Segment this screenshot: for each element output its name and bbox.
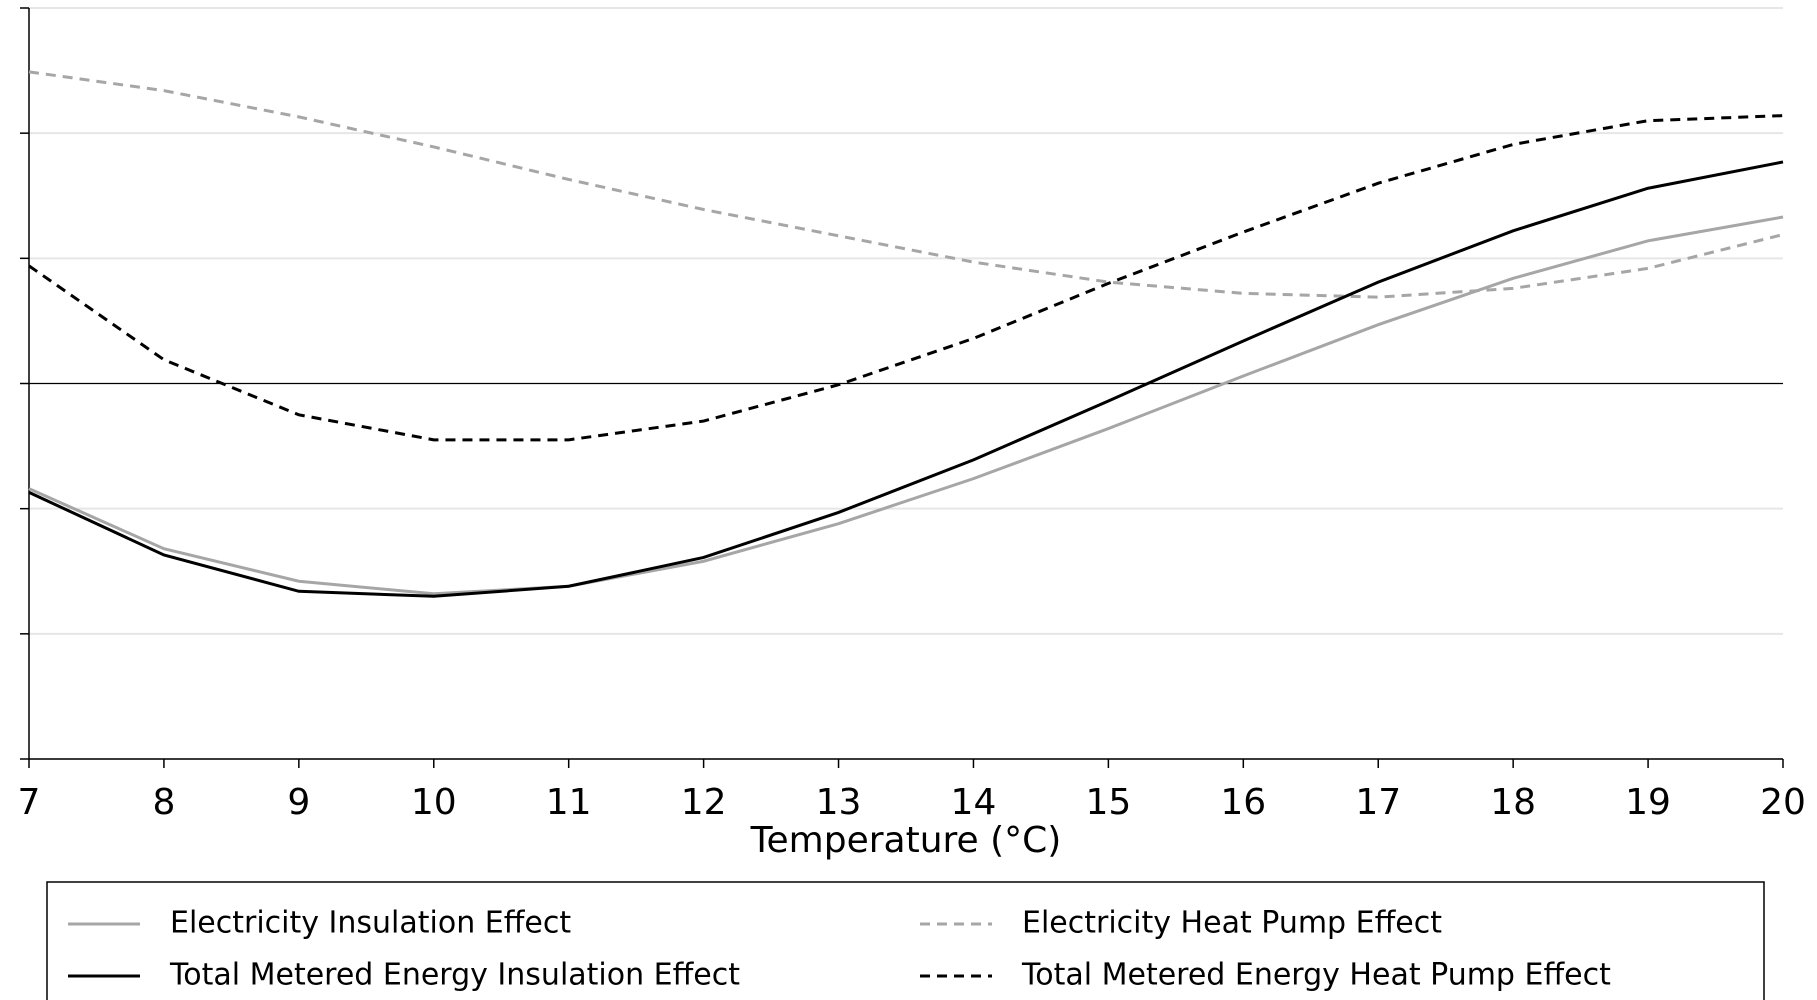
x-tick-label: 16 (1220, 782, 1266, 823)
x-axis-label: Temperature (°C) (750, 820, 1062, 861)
x-tick-label: 12 (681, 782, 727, 823)
x-tick-label: 18 (1490, 782, 1536, 823)
x-tick-label: 9 (287, 782, 310, 823)
x-tick-label: 19 (1625, 782, 1671, 823)
legend-label: Electricity Insulation Effect (170, 906, 571, 941)
x-tick-label: 11 (546, 782, 592, 823)
legend-label: Electricity Heat Pump Effect (1022, 906, 1442, 941)
series-line (28, 160, 1784, 598)
x-tick-label: 20 (1760, 782, 1806, 823)
x-tick-label: 13 (816, 782, 862, 823)
series-line (28, 114, 1784, 442)
legend-label: Total Metered Energy Heat Pump Effect (1021, 958, 1611, 993)
x-tick-label: 15 (1085, 782, 1131, 823)
series-line (28, 70, 1784, 299)
legend-label: Total Metered Energy Insulation Effect (169, 958, 740, 993)
legend-box (46, 881, 1765, 1000)
x-tick-label: 8 (152, 782, 175, 823)
series-line (28, 215, 1784, 596)
x-tick-label: 7 (18, 782, 41, 823)
x-tick-label: 17 (1355, 782, 1401, 823)
x-tick-label: 10 (411, 782, 457, 823)
x-tick-label: 14 (951, 782, 997, 823)
